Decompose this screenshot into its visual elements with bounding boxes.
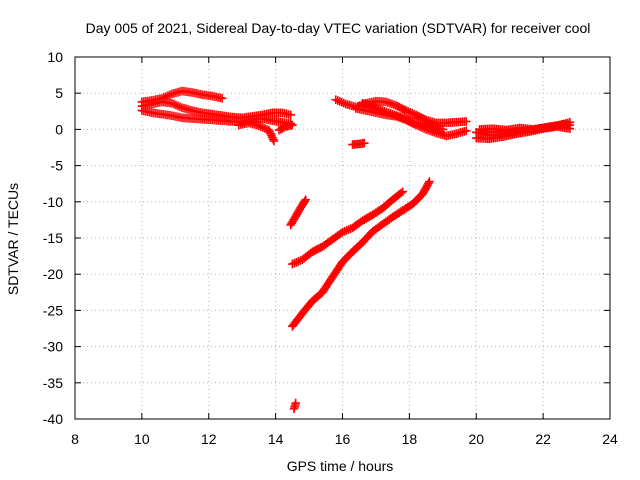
data-point-6 bbox=[398, 187, 407, 196]
data-point-8 bbox=[291, 398, 300, 408]
x-tick-label: 10 bbox=[134, 431, 150, 447]
series-arc-13 bbox=[348, 138, 369, 149]
x-tick-label: 22 bbox=[535, 431, 551, 447]
data-point-7 bbox=[425, 177, 434, 186]
y-tick-label: -40 bbox=[43, 411, 63, 427]
x-tick-label: 18 bbox=[402, 431, 418, 447]
y-tick-label: -15 bbox=[43, 230, 63, 246]
data-point-3 bbox=[269, 136, 279, 146]
y-tick-label: -35 bbox=[43, 375, 63, 391]
x-tick-label: 14 bbox=[268, 431, 284, 447]
y-tick-label: 5 bbox=[55, 85, 63, 101]
y-tick-label: 10 bbox=[47, 49, 63, 65]
x-tick-label: 20 bbox=[468, 431, 484, 447]
data-point-4 bbox=[288, 120, 297, 130]
x-tick-label: 12 bbox=[201, 431, 217, 447]
data-point-12 bbox=[359, 138, 369, 148]
series-arc-4 bbox=[234, 118, 279, 146]
data-layer bbox=[137, 86, 575, 414]
series-arc-16 bbox=[475, 117, 575, 135]
data-point-15 bbox=[565, 117, 575, 127]
x-axis-label: GPS time / hours bbox=[287, 458, 394, 474]
y-tick-label: -20 bbox=[43, 266, 63, 282]
data-point-5 bbox=[301, 195, 311, 204]
series-arc-6 bbox=[286, 195, 311, 230]
series-arc-12 bbox=[358, 99, 448, 134]
y-tick-label: 0 bbox=[55, 121, 63, 137]
series-arc-9 bbox=[289, 398, 300, 414]
data-point-11 bbox=[438, 125, 448, 134]
data-point-1 bbox=[286, 110, 295, 120]
axes-layer: 8 10 12 14 16 18 20 22 24 10 5 0 -5 -10 -15 -20 -25 -30 -3… bbox=[43, 49, 618, 447]
series-arc-7 bbox=[288, 187, 407, 269]
series-arc-5 bbox=[274, 120, 297, 135]
y-tick-label: -5 bbox=[51, 158, 64, 174]
y-tick-label: -25 bbox=[43, 302, 63, 318]
x-tick-label: 8 bbox=[71, 431, 79, 447]
x-tick-label: 24 bbox=[602, 431, 618, 447]
series-arc-8 bbox=[288, 177, 434, 331]
data-point-10 bbox=[461, 126, 471, 136]
y-tick-label: -30 bbox=[43, 339, 63, 355]
data-point-9 bbox=[461, 117, 471, 126]
chart-title: Day 005 of 2021, Sidereal Day-to-day VTE… bbox=[86, 20, 591, 36]
y-axis-label: SDTVAR / TECUs bbox=[5, 183, 21, 295]
data-point-0 bbox=[217, 93, 227, 103]
y-tick-label: -10 bbox=[43, 194, 63, 210]
x-tick-label: 16 bbox=[335, 431, 351, 447]
